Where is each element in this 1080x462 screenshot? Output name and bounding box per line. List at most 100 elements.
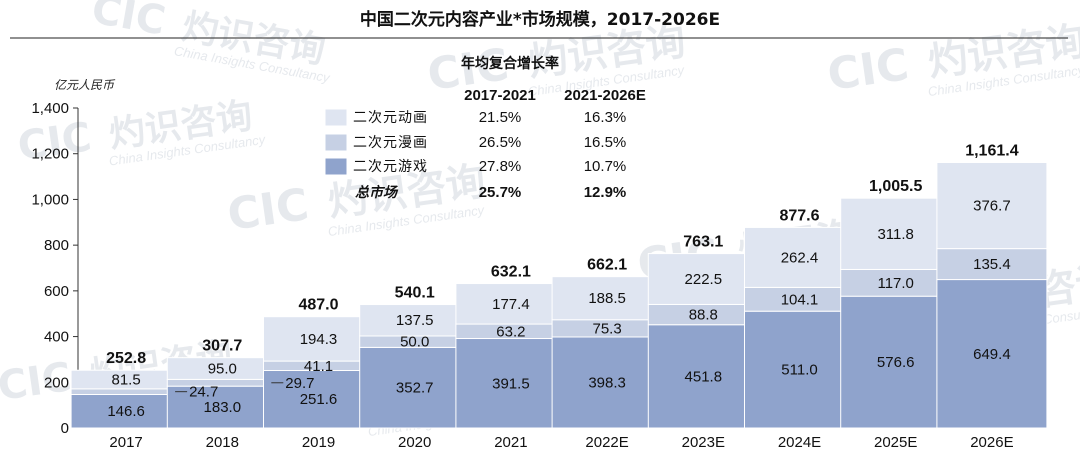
watermark-logo: CIC — [424, 39, 511, 101]
cagr-value: 16.5% — [584, 134, 627, 151]
bar-segment-3 — [455, 283, 567, 325]
bar-segment-1 — [263, 369, 374, 429]
legend-swatch — [324, 133, 348, 152]
legend-swatch — [324, 157, 348, 176]
legend-swatch — [324, 108, 348, 127]
cagr-title: 年均复合增长率 — [461, 55, 559, 72]
cagr-value: 26.5% — [479, 134, 522, 151]
segment-label: 391.5 — [492, 375, 530, 392]
x-category-label: 2020 — [398, 434, 431, 451]
segment-label: 576.6 — [877, 354, 915, 371]
segment-label: 352.7 — [396, 380, 434, 397]
segment-label: 311.8 — [877, 226, 913, 243]
x-category-label: 2017 — [109, 434, 142, 451]
bar-segment-1 — [744, 310, 855, 429]
y-tick-label: 400 — [44, 329, 69, 346]
total-label: 487.0 — [298, 297, 338, 314]
cagr-col-2: 2021-2026E — [564, 87, 646, 104]
segment-label: 137.5 — [396, 312, 434, 329]
segment-label: 135.4 — [973, 256, 1011, 273]
bar-segment-3 — [359, 304, 471, 337]
bars — [70, 162, 1048, 429]
bar-segment-2 — [936, 248, 1048, 281]
cagr-col-1: 2017-2021 — [464, 87, 536, 104]
segment-label: 75.3 — [592, 320, 621, 337]
total-label: 632.1 — [491, 264, 531, 281]
bar-segment-1 — [840, 295, 952, 429]
segment-label: 251.6 — [300, 391, 338, 408]
legend-label: 二次元游戏 — [353, 159, 428, 175]
bar-segment-1 — [70, 393, 182, 429]
cagr-value: 16.3% — [584, 109, 627, 126]
segment-label: 451.8 — [685, 368, 723, 385]
legend-label-total: 总市场 — [355, 184, 399, 201]
segment-label: 24.7 — [189, 384, 218, 401]
segment-label: 146.6 — [107, 403, 145, 420]
bar-segment-2 — [166, 378, 278, 387]
bar-segment-3 — [840, 197, 952, 270]
total-label: 252.8 — [106, 350, 146, 367]
total-label: 540.1 — [395, 285, 435, 302]
y-tick-label: 1,200 — [31, 146, 69, 163]
x-category-label: 2024E — [778, 434, 821, 451]
segment-label: 104.1 — [781, 291, 819, 308]
segment-label: 63.2 — [496, 323, 525, 340]
watermark-logo: CIC — [0, 354, 74, 410]
chart-title: 中国二次元内容产业*市场规模，2017-2026E — [360, 9, 720, 30]
total-label: 662.1 — [587, 257, 627, 274]
x-category-label: 2026E — [970, 434, 1013, 451]
segment-label: 183.0 — [204, 399, 242, 416]
total-label: 763.1 — [683, 234, 723, 251]
segment-label: 194.3 — [300, 331, 338, 348]
bar-segment-2 — [70, 388, 182, 395]
total-label: 1,005.5 — [869, 178, 922, 195]
legend-label: 二次元漫画 — [353, 135, 428, 151]
total-label: 307.7 — [202, 338, 242, 355]
bar-segment-1 — [551, 336, 663, 429]
bar-segment-1 — [166, 385, 278, 429]
cagr-value: 21.5% — [479, 109, 522, 126]
segment-label: 177.4 — [492, 296, 530, 313]
segment-label: 29.7 — [285, 375, 314, 392]
bar-segment-1 — [359, 346, 471, 429]
unit-label: 亿元人民币 — [54, 78, 116, 92]
segment-label: 88.8 — [689, 307, 718, 324]
x-category-label: 2023E — [682, 434, 725, 451]
x-category-label: 2019 — [302, 434, 335, 451]
watermark-logo: CIC — [224, 179, 311, 241]
y-tick-label: 1,400 — [31, 100, 69, 117]
bar-segment-3 — [647, 253, 759, 305]
legend-label: 二次元动画 — [353, 110, 428, 126]
cagr-value-total: 12.9% — [584, 184, 627, 201]
total-label: 1,161.4 — [965, 143, 1018, 160]
y-tick-label: 600 — [44, 283, 69, 300]
segment-label: 222.5 — [685, 271, 723, 288]
data-labels: 146.6 24.7 81.5 252.8 183.0 29.7 95.0 307.7 251.… — [106, 143, 1019, 421]
segment-label: 81.5 — [111, 372, 140, 389]
watermark-logo: CIC — [15, 114, 94, 170]
segment-label: 188.5 — [588, 290, 626, 307]
segment-label: 398.3 — [588, 374, 626, 391]
x-axis-labels: 2017 2018 2019 2020 2021 2022E 2023E 2024E 2025E… — [109, 434, 1013, 451]
segment-label: 649.4 — [973, 346, 1011, 363]
segment-label: 50.0 — [400, 334, 429, 351]
watermark-logo: CIC — [824, 39, 911, 101]
segment-label: 117.0 — [877, 275, 913, 292]
cagr-value: 27.8% — [479, 158, 522, 175]
bar-segment-1 — [936, 279, 1048, 429]
segment-label: 95.0 — [208, 361, 237, 378]
cagr-value-total: 25.7% — [479, 184, 522, 201]
bar-segment-3 — [936, 162, 1048, 250]
y-tick-label: 1,000 — [31, 191, 69, 208]
y-tick-label: 800 — [44, 237, 69, 254]
segment-label: 262.4 — [781, 249, 819, 266]
bar-segment-1 — [647, 324, 759, 429]
y-tick-label: 200 — [44, 374, 69, 391]
segment-label: 511.0 — [781, 362, 817, 379]
cagr-table: 年均复合增长率 2017-2021 2021-2026E 二次元动画 21.5% 1… — [324, 55, 646, 201]
